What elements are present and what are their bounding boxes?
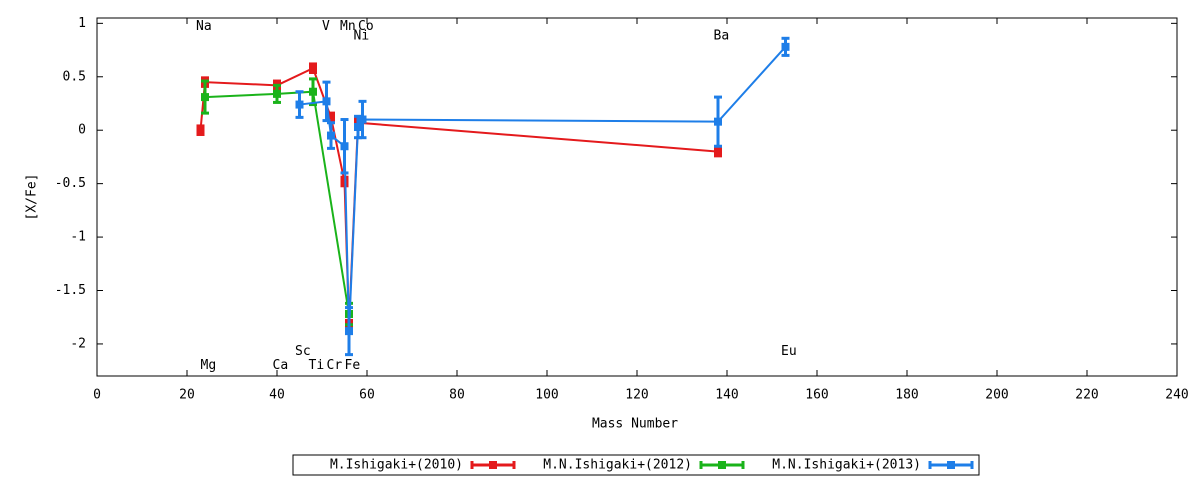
- element-label: Fe: [345, 358, 361, 373]
- data-point: [327, 113, 335, 122]
- data-point: [201, 93, 209, 102]
- x-tick-label: 60: [359, 388, 375, 403]
- legend-label: M.N.Ishigaki+(2013): [772, 458, 921, 473]
- element-label: Ni: [354, 29, 370, 44]
- legend-swatch: [718, 461, 726, 469]
- data-point: [340, 142, 349, 151]
- series-line: [299, 46, 787, 332]
- data-point: [295, 100, 304, 109]
- plot-frame: [96, 17, 1178, 377]
- element-label: Mg: [201, 358, 217, 373]
- element-label: Mn: [340, 19, 356, 34]
- data-point: [781, 42, 790, 51]
- data-point: [322, 97, 331, 106]
- series-line: [204, 90, 350, 315]
- y-tick-label: 1: [78, 16, 86, 31]
- y-tick-label: -0.5: [55, 176, 86, 191]
- legend-swatch: [489, 461, 497, 469]
- data-point: [345, 327, 353, 336]
- x-tick-label: 120: [625, 388, 648, 403]
- legend-label: M.N.Ishigaki+(2012): [543, 458, 692, 473]
- x-tick-label: 100: [535, 388, 558, 403]
- element-label: Cr: [327, 358, 343, 373]
- y-tick-label: 0.5: [63, 69, 86, 84]
- data-point: [714, 147, 722, 156]
- data-point: [309, 64, 317, 73]
- legend-label: M.Ishigaki+(2010): [330, 458, 463, 473]
- element-label: Ba: [714, 29, 730, 44]
- x-axis-label: Mass Number: [592, 417, 678, 432]
- element-label: Sc: [295, 344, 311, 359]
- data-point: [309, 87, 317, 96]
- element-label: Na: [196, 19, 212, 34]
- element-label: Ti: [309, 358, 325, 373]
- y-tick-label: 0: [78, 123, 86, 138]
- x-tick-label: 180: [895, 388, 918, 403]
- y-axis-label: [X/Fe]: [25, 174, 40, 221]
- series-line: [199, 66, 719, 325]
- data-point: [714, 117, 722, 126]
- data-point: [358, 115, 367, 124]
- y-tick-label: -2: [70, 336, 86, 351]
- legend-box: [292, 454, 980, 476]
- y-tick-label: -1.5: [55, 283, 86, 298]
- element-label: Eu: [781, 344, 797, 359]
- data-point: [273, 89, 281, 98]
- legend-swatch: [947, 461, 955, 469]
- data-point: [327, 131, 335, 140]
- x-tick-label: 20: [179, 388, 195, 403]
- x-tick-label: 40: [269, 388, 285, 403]
- data-point: [354, 123, 362, 132]
- x-tick-label: 0: [93, 388, 101, 403]
- element-label: V: [322, 19, 330, 34]
- data-point: [196, 126, 205, 135]
- x-tick-label: 240: [1165, 388, 1188, 403]
- element-label: Co: [358, 19, 374, 34]
- x-tick-label: 220: [1075, 388, 1098, 403]
- element-label: Ca: [273, 358, 289, 373]
- x-tick-label: 200: [985, 388, 1008, 403]
- x-tick-label: 80: [449, 388, 465, 403]
- x-tick-label: 140: [715, 388, 738, 403]
- y-tick-label: -1: [70, 230, 86, 245]
- x-tick-label: 160: [805, 388, 828, 403]
